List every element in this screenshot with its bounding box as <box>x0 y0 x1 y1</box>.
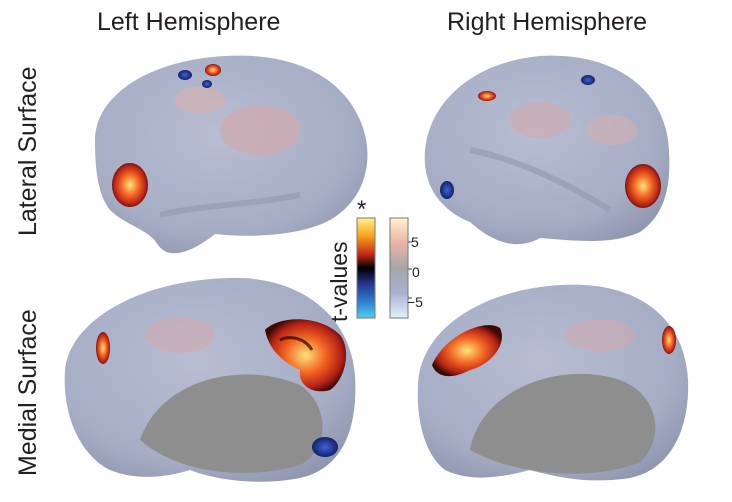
left-lateral-surface <box>95 55 368 254</box>
colorbar-tick-zero: 0 <box>412 264 420 280</box>
colorbar <box>356 217 412 319</box>
significant-colorbar <box>356 217 376 319</box>
right-lateral-surface <box>424 55 670 245</box>
left-hemisphere-title: Left Hemisphere <box>97 8 281 36</box>
colorbar-tick-negative: −5 <box>407 294 423 310</box>
colorbar-label: t-values <box>326 241 352 322</box>
right-medial-surface <box>417 284 689 481</box>
right-hemisphere-title: Right Hemisphere <box>447 8 648 36</box>
significance-marker: * <box>357 196 367 223</box>
left-medial-surface <box>64 277 356 482</box>
colorbar-tick-positive: 5 <box>411 234 419 250</box>
nonsignificant-colorbar <box>389 217 409 319</box>
